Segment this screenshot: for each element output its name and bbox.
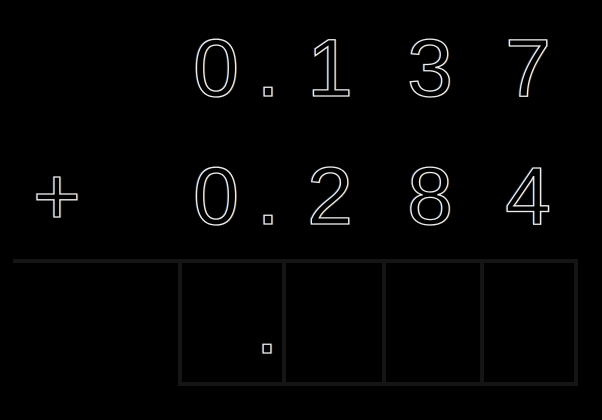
addend2-decimal-point: . — [256, 151, 280, 242]
addend1-digit-hundredths: 3 — [407, 23, 454, 114]
answer-box-hundredths[interactable] — [386, 263, 484, 386]
plus-operator-icon: + — [32, 151, 81, 242]
addend2-digit-thousandths: 4 — [505, 151, 552, 242]
addend1-decimal-point: . — [256, 23, 280, 114]
answer-box-ones[interactable] — [178, 263, 286, 386]
sum-line — [13, 259, 578, 263]
answer-box-tenths[interactable] — [286, 263, 386, 386]
answer-decimal-point: . — [255, 280, 279, 371]
addend2-digit-tenths: 2 — [307, 151, 354, 242]
answer-box-thousandths[interactable] — [484, 263, 578, 386]
addend2-digit-ones: 0 — [193, 151, 240, 242]
addend1-digit-tenths: 1 — [307, 23, 354, 114]
addend2-digit-hundredths: 8 — [407, 151, 454, 242]
addend1-digit-ones: 0 — [193, 23, 240, 114]
addend1-digit-thousandths: 7 — [505, 23, 552, 114]
